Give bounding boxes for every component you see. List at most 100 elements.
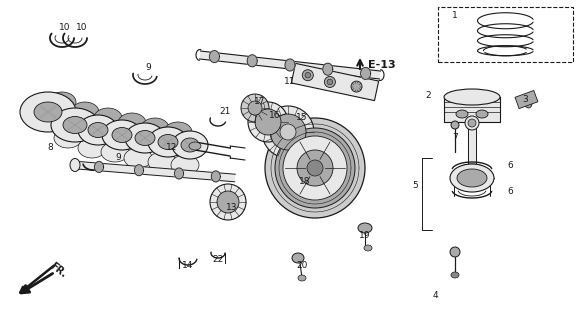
Bar (444, 97, 500, 122)
Text: 6: 6 (507, 161, 513, 170)
Polygon shape (247, 55, 257, 67)
Ellipse shape (302, 70, 313, 81)
Ellipse shape (351, 81, 362, 92)
Ellipse shape (248, 102, 288, 142)
Ellipse shape (468, 119, 476, 127)
Ellipse shape (189, 142, 201, 150)
Polygon shape (134, 165, 144, 176)
Ellipse shape (48, 92, 76, 112)
Text: 13: 13 (226, 204, 238, 212)
Polygon shape (175, 168, 183, 179)
Text: 15: 15 (296, 114, 308, 123)
Ellipse shape (292, 253, 304, 263)
Text: 14: 14 (182, 260, 194, 269)
Text: 10: 10 (59, 23, 71, 33)
Text: 11: 11 (284, 77, 296, 86)
Ellipse shape (20, 92, 76, 132)
Ellipse shape (451, 121, 459, 129)
Ellipse shape (125, 123, 165, 153)
Ellipse shape (524, 96, 532, 108)
Polygon shape (292, 63, 379, 100)
Ellipse shape (255, 109, 281, 135)
Ellipse shape (465, 116, 479, 130)
Text: 10: 10 (76, 23, 88, 33)
Ellipse shape (217, 191, 239, 213)
Text: 12: 12 (166, 143, 178, 153)
Ellipse shape (358, 223, 372, 233)
Ellipse shape (265, 118, 365, 218)
Ellipse shape (158, 134, 178, 149)
Ellipse shape (450, 247, 460, 257)
Text: E-13: E-13 (368, 60, 396, 70)
Text: 7: 7 (452, 133, 458, 142)
Ellipse shape (298, 275, 306, 281)
Polygon shape (74, 161, 235, 182)
Ellipse shape (118, 113, 146, 133)
Text: 16: 16 (269, 110, 281, 119)
Polygon shape (200, 51, 381, 79)
Ellipse shape (112, 127, 132, 142)
Ellipse shape (141, 118, 169, 138)
Text: 8: 8 (47, 143, 53, 153)
Ellipse shape (78, 138, 106, 158)
Ellipse shape (148, 152, 176, 172)
Ellipse shape (450, 164, 494, 192)
Ellipse shape (305, 72, 311, 78)
Polygon shape (361, 68, 371, 79)
Polygon shape (210, 51, 219, 63)
Polygon shape (211, 171, 221, 182)
Text: 22: 22 (212, 255, 223, 265)
Ellipse shape (54, 128, 82, 148)
Ellipse shape (70, 158, 80, 172)
Text: 18: 18 (299, 178, 311, 187)
Ellipse shape (248, 101, 262, 115)
Ellipse shape (297, 150, 333, 186)
Ellipse shape (444, 89, 500, 105)
Ellipse shape (164, 122, 192, 142)
Polygon shape (285, 59, 295, 71)
Ellipse shape (172, 131, 208, 159)
Ellipse shape (51, 108, 99, 142)
Polygon shape (323, 63, 333, 75)
Text: 5: 5 (412, 180, 418, 189)
Polygon shape (468, 125, 476, 165)
Ellipse shape (124, 148, 152, 168)
Ellipse shape (280, 124, 296, 140)
Ellipse shape (476, 110, 488, 118)
Ellipse shape (324, 76, 335, 87)
Ellipse shape (135, 131, 155, 146)
Ellipse shape (63, 116, 87, 133)
Ellipse shape (171, 155, 199, 175)
Polygon shape (94, 162, 104, 172)
Text: 2: 2 (425, 91, 431, 100)
Ellipse shape (457, 169, 487, 187)
Ellipse shape (275, 128, 355, 208)
Text: 9: 9 (115, 154, 121, 163)
Ellipse shape (364, 245, 372, 251)
Ellipse shape (241, 94, 269, 122)
Ellipse shape (148, 127, 188, 157)
Ellipse shape (102, 120, 142, 150)
Text: 3: 3 (522, 95, 528, 105)
Ellipse shape (307, 160, 323, 176)
Ellipse shape (181, 138, 199, 152)
Ellipse shape (34, 102, 62, 122)
Ellipse shape (262, 106, 314, 158)
Text: 19: 19 (359, 230, 371, 239)
Bar (438, 7, 573, 62)
Ellipse shape (88, 123, 108, 138)
Ellipse shape (94, 108, 122, 128)
Ellipse shape (456, 110, 468, 118)
Text: 21: 21 (219, 108, 230, 116)
Ellipse shape (101, 142, 129, 162)
Text: 4: 4 (432, 291, 438, 300)
Ellipse shape (210, 184, 246, 220)
Ellipse shape (71, 102, 99, 122)
Text: 20: 20 (296, 260, 308, 269)
Ellipse shape (451, 272, 459, 278)
Text: FR.: FR. (48, 260, 68, 279)
Ellipse shape (78, 115, 118, 145)
Text: 17: 17 (254, 98, 266, 107)
Text: 1: 1 (452, 11, 458, 20)
Bar (515, 91, 538, 108)
